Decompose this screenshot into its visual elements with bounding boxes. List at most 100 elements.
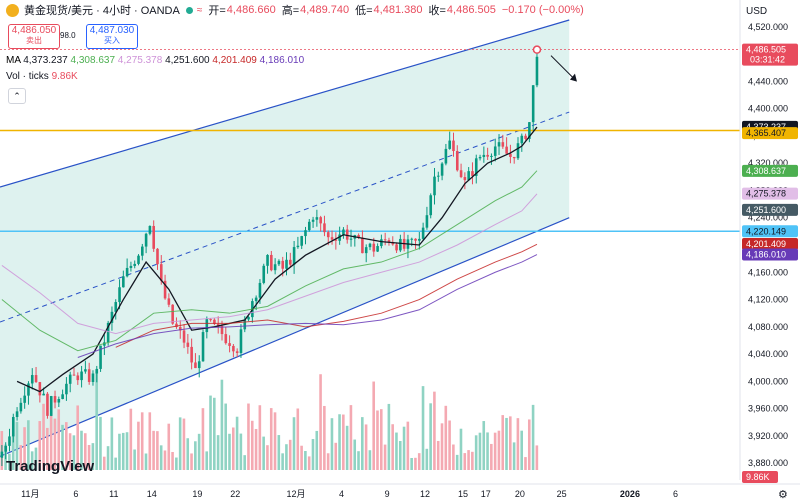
price-tick-label: 3,960.000 xyxy=(748,404,788,414)
price-label-text: 4,186.010 xyxy=(746,250,786,260)
collapse-legend-icon[interactable]: ⌃ xyxy=(8,88,26,104)
candle-body xyxy=(528,122,531,139)
candle-body xyxy=(399,238,402,251)
volume-bar xyxy=(535,445,539,470)
candle-body xyxy=(440,163,444,176)
volume-bar xyxy=(410,457,413,470)
volume-bar xyxy=(209,395,212,470)
candle-body xyxy=(490,155,493,157)
volume-bar xyxy=(15,421,19,470)
volume-bar xyxy=(429,403,432,470)
volume-bar xyxy=(463,453,467,470)
candle-body xyxy=(304,230,307,237)
candle-body xyxy=(273,264,277,271)
candle-body xyxy=(467,171,470,181)
price-label-box xyxy=(742,43,798,66)
volume-bar xyxy=(448,420,451,470)
time-tick-label: 6 xyxy=(673,489,678,499)
price-label-box xyxy=(742,225,798,238)
candle-body xyxy=(516,143,520,159)
candle-body xyxy=(190,346,193,363)
close-label: 收= xyxy=(428,5,446,17)
change-value: −0.170 (−0.00%) xyxy=(501,4,584,16)
candle-body xyxy=(61,394,64,400)
candle-body xyxy=(368,243,372,248)
volume-bar xyxy=(125,432,129,470)
volume-bar xyxy=(414,457,417,470)
candle-body xyxy=(254,297,258,302)
volume-bar xyxy=(512,442,516,470)
candle-body xyxy=(197,361,201,369)
price-label-text: 4,365.407 xyxy=(746,128,786,138)
price-label-text: 4,486.505 xyxy=(746,45,786,55)
volume-bar xyxy=(106,446,110,470)
volume-bar xyxy=(304,451,307,470)
candle-body xyxy=(30,375,34,384)
candle-body xyxy=(277,260,281,265)
candle-body xyxy=(289,259,292,265)
time-tick-label: 20 xyxy=(515,489,525,499)
buy-button[interactable]: 4,487.030 买入 xyxy=(86,24,138,49)
volume-bar xyxy=(167,423,171,470)
candle-body xyxy=(15,411,19,417)
volume-bar xyxy=(216,435,220,470)
settings-gear-icon[interactable]: ⚙ xyxy=(778,489,788,501)
volume-legend[interactable]: Vol · ticks 9.86K xyxy=(6,71,78,82)
time-tick-label: 9 xyxy=(385,489,390,499)
candle-body xyxy=(122,276,125,288)
volume-bar xyxy=(273,412,277,470)
volume-bar xyxy=(228,433,231,470)
volume-bar xyxy=(478,432,482,470)
candle-body xyxy=(330,237,334,240)
volume-bar xyxy=(288,439,292,470)
ma-legend[interactable]: MA 4,373.237 4,308.637 4,275.378 4,251.6… xyxy=(6,55,304,66)
volume-bar xyxy=(368,450,372,470)
tradingview-logo: TradingView xyxy=(6,458,95,475)
ma-value-4: 4,251.600 xyxy=(165,55,210,66)
candle-body xyxy=(178,327,182,331)
candle-body xyxy=(91,373,95,382)
candle-body xyxy=(125,267,129,277)
volume-bar xyxy=(338,414,341,470)
volume-bar xyxy=(247,403,250,470)
candle-body xyxy=(224,334,228,344)
wave-icon: ≈ xyxy=(196,4,203,16)
moving-average-line-2 xyxy=(1,170,538,352)
volume-bar xyxy=(205,451,209,470)
volume-bar xyxy=(326,453,330,470)
time-tick-label: 6 xyxy=(73,489,78,499)
currency-label[interactable]: USD xyxy=(746,6,768,17)
volume-bar xyxy=(46,427,49,470)
volume-bar xyxy=(186,438,190,470)
candle-body xyxy=(478,156,482,159)
candle-body xyxy=(159,264,163,281)
time-tick-label: 22 xyxy=(230,489,240,499)
sell-button[interactable]: 4,486.050 卖出 xyxy=(8,24,60,49)
candle-body xyxy=(152,225,155,249)
candle-body xyxy=(448,140,451,149)
candle-body xyxy=(129,265,133,268)
volume-bar xyxy=(357,451,360,470)
symbol-title[interactable]: 黄金现货/美元 · 4小时 · OANDA xyxy=(24,5,180,17)
candle-body xyxy=(493,146,497,156)
candle-body xyxy=(505,146,508,154)
candle-body xyxy=(524,135,527,139)
candle-body xyxy=(141,246,144,256)
candle-body xyxy=(429,195,433,216)
price-label-text: 4,201.409 xyxy=(746,239,786,249)
price-tick-label: 3,880.000 xyxy=(748,458,788,468)
candle-body xyxy=(391,242,395,245)
ma-value-1: 4,373.237 xyxy=(23,55,68,66)
candle-body xyxy=(194,362,197,369)
candle-body xyxy=(186,342,190,347)
candle-body xyxy=(11,416,15,437)
volume-bar xyxy=(269,408,273,470)
candle-body xyxy=(228,343,231,346)
candle-body xyxy=(497,142,501,147)
candle-body xyxy=(535,56,539,86)
volume-bar xyxy=(11,435,15,470)
market-open-icon xyxy=(185,6,193,14)
volume-axis-label: 9.86K xyxy=(746,472,770,482)
buy-label: 买入 xyxy=(104,36,120,45)
